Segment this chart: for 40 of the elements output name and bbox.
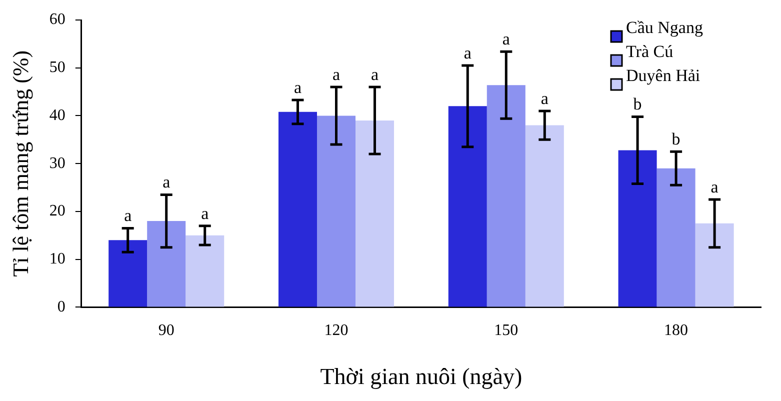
annotation: a bbox=[162, 172, 171, 192]
x-tick-label: 180 bbox=[664, 322, 688, 340]
annotation: a bbox=[540, 88, 549, 108]
annotation: a bbox=[201, 204, 210, 223]
annotation: a bbox=[502, 30, 510, 49]
annotation: b bbox=[672, 130, 680, 149]
y-tick-label: 0 bbox=[57, 298, 66, 316]
annotation: a bbox=[370, 64, 379, 84]
bar bbox=[356, 120, 394, 307]
y-tick-label: 60 bbox=[49, 11, 66, 28]
annotation: b bbox=[633, 94, 642, 114]
annotation: a bbox=[710, 177, 719, 196]
annotation: a bbox=[124, 206, 132, 226]
bar bbox=[448, 106, 487, 307]
y-tick-label: 10 bbox=[49, 250, 66, 268]
bar bbox=[147, 221, 186, 307]
x-tick-label: 120 bbox=[324, 322, 348, 340]
bar bbox=[656, 168, 696, 307]
bar bbox=[186, 235, 224, 307]
bar bbox=[695, 223, 734, 307]
bar bbox=[108, 240, 148, 307]
x-tick-label: 90 bbox=[158, 322, 174, 340]
y-tick-label: 50 bbox=[49, 59, 66, 76]
legend-label: Cầu Ngang bbox=[626, 18, 704, 37]
annotation: a bbox=[464, 43, 472, 62]
bar bbox=[618, 150, 657, 307]
annotation: a bbox=[294, 78, 302, 97]
annotation: a bbox=[332, 64, 340, 84]
bar bbox=[316, 116, 356, 307]
legend-label: Duyên Hải bbox=[626, 66, 700, 85]
bar bbox=[525, 125, 564, 307]
legend-label: Trà Cú bbox=[626, 42, 674, 61]
y-tick-label: 40 bbox=[49, 106, 66, 124]
y-axis-title: Tỉ lệ tôm mang trứng (%) bbox=[8, 50, 33, 277]
bar bbox=[278, 112, 317, 307]
x-axis-title: Thời gian nuôi (ngày) bbox=[320, 364, 522, 390]
bar bbox=[486, 85, 526, 307]
y-tick-label: 30 bbox=[49, 154, 66, 172]
x-tick-label: 150 bbox=[494, 322, 518, 340]
y-tick-label: 20 bbox=[49, 202, 66, 220]
